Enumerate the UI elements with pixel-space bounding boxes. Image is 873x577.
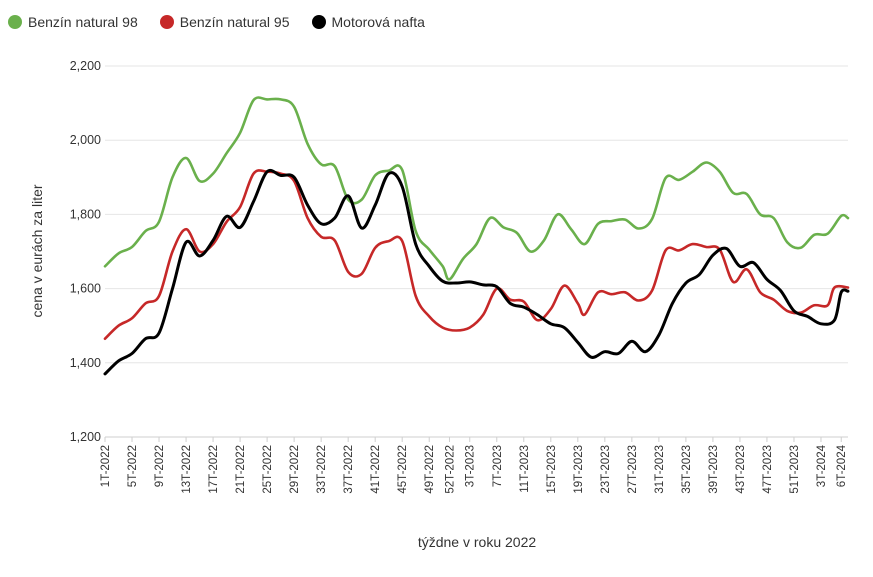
legend-item-motorova-nafta[interactable]: Motorová nafta bbox=[311, 14, 425, 30]
y-tick-label: 1,600 bbox=[70, 282, 101, 296]
legend-swatch-icon bbox=[311, 15, 326, 29]
x-tick-label: 43T-2023 bbox=[735, 445, 747, 494]
y-tick-label: 2,000 bbox=[70, 133, 101, 147]
x-tick-label: 5T-2022 bbox=[127, 445, 139, 487]
y-tick-label: 1,800 bbox=[70, 207, 101, 221]
y-tick-label: 1,400 bbox=[70, 356, 101, 370]
x-tick-label: 31T-2023 bbox=[654, 445, 666, 494]
y-axis-ticks: 1,200 1,400 1,600 1,800 2,000 2,200 bbox=[70, 59, 101, 444]
series-lines bbox=[103, 96, 850, 376]
x-tick-label: 11T-2023 bbox=[519, 445, 531, 493]
y-tick-label: 1,200 bbox=[70, 430, 101, 444]
legend-label: Motorová nafta bbox=[331, 14, 425, 30]
x-tick-label: 23T-2023 bbox=[600, 445, 612, 494]
x-tick-label: 35T-2023 bbox=[681, 445, 693, 494]
x-tick-label: 41T-2022 bbox=[370, 445, 382, 494]
x-tick-label: 39T-2023 bbox=[708, 445, 720, 494]
x-axis-title: týždne v roku 2022 bbox=[418, 534, 537, 550]
legend-swatch-icon bbox=[159, 15, 174, 29]
legend-label: Benzín natural 98 bbox=[28, 14, 138, 30]
x-tick-label: 15T-2023 bbox=[546, 445, 558, 494]
x-tick-label: 1T-2022 bbox=[100, 445, 112, 487]
x-tick-label: 9T-2022 bbox=[154, 445, 166, 487]
series-line-benzin-95[interactable] bbox=[103, 169, 850, 340]
x-tick-label: 37T-2022 bbox=[343, 445, 355, 494]
x-tick-label: 19T-2023 bbox=[573, 445, 585, 494]
gridlines bbox=[105, 65, 848, 438]
legend-item-benzin-98[interactable]: Benzín natural 98 bbox=[8, 14, 138, 30]
x-tick-label: 13T-2022 bbox=[181, 445, 193, 494]
legend-label: Benzín natural 95 bbox=[179, 14, 290, 30]
y-tick-label: 2,200 bbox=[70, 59, 101, 73]
legend: Benzín natural 98 Benzín natural 95 Moto… bbox=[8, 14, 425, 30]
x-tick-label: 27T-2023 bbox=[627, 445, 639, 494]
x-tick-label: 6T-2024 bbox=[836, 444, 848, 487]
x-tick-label: 33T-2022 bbox=[316, 445, 328, 494]
series-line-motorova-nafta[interactable] bbox=[103, 168, 850, 376]
x-tick-label: 3T-2023 bbox=[465, 445, 477, 487]
x-tick-label: 7T-2023 bbox=[492, 445, 504, 487]
x-tick-label: 49T-2022 bbox=[424, 445, 436, 494]
x-tick-label: 29T-2022 bbox=[289, 445, 301, 494]
x-tick-label: 51T-2023 bbox=[789, 445, 801, 494]
series-line-benzin-98[interactable] bbox=[103, 96, 850, 281]
x-tick-label: 45T-2022 bbox=[397, 445, 409, 494]
x-tick-label: 52T-2022 bbox=[444, 445, 456, 494]
legend-swatch-icon bbox=[8, 15, 22, 29]
legend-item-benzin-95[interactable]: Benzín natural 95 bbox=[159, 14, 290, 30]
y-axis-title: cena v eurách za liter bbox=[29, 184, 45, 317]
x-tick-label: 17T-2022 bbox=[208, 445, 220, 494]
x-tick-label: 21T-2022 bbox=[235, 445, 247, 494]
x-tick-label: 47T-2023 bbox=[762, 445, 774, 494]
x-tick-label: 3T-2024 bbox=[816, 444, 828, 487]
x-axis-ticks: 1T-2022 5T-2022 9T-2022 13T-2022 17T-2022 21T… bbox=[100, 436, 848, 494]
x-tick-label: 25T-2022 bbox=[262, 445, 274, 494]
